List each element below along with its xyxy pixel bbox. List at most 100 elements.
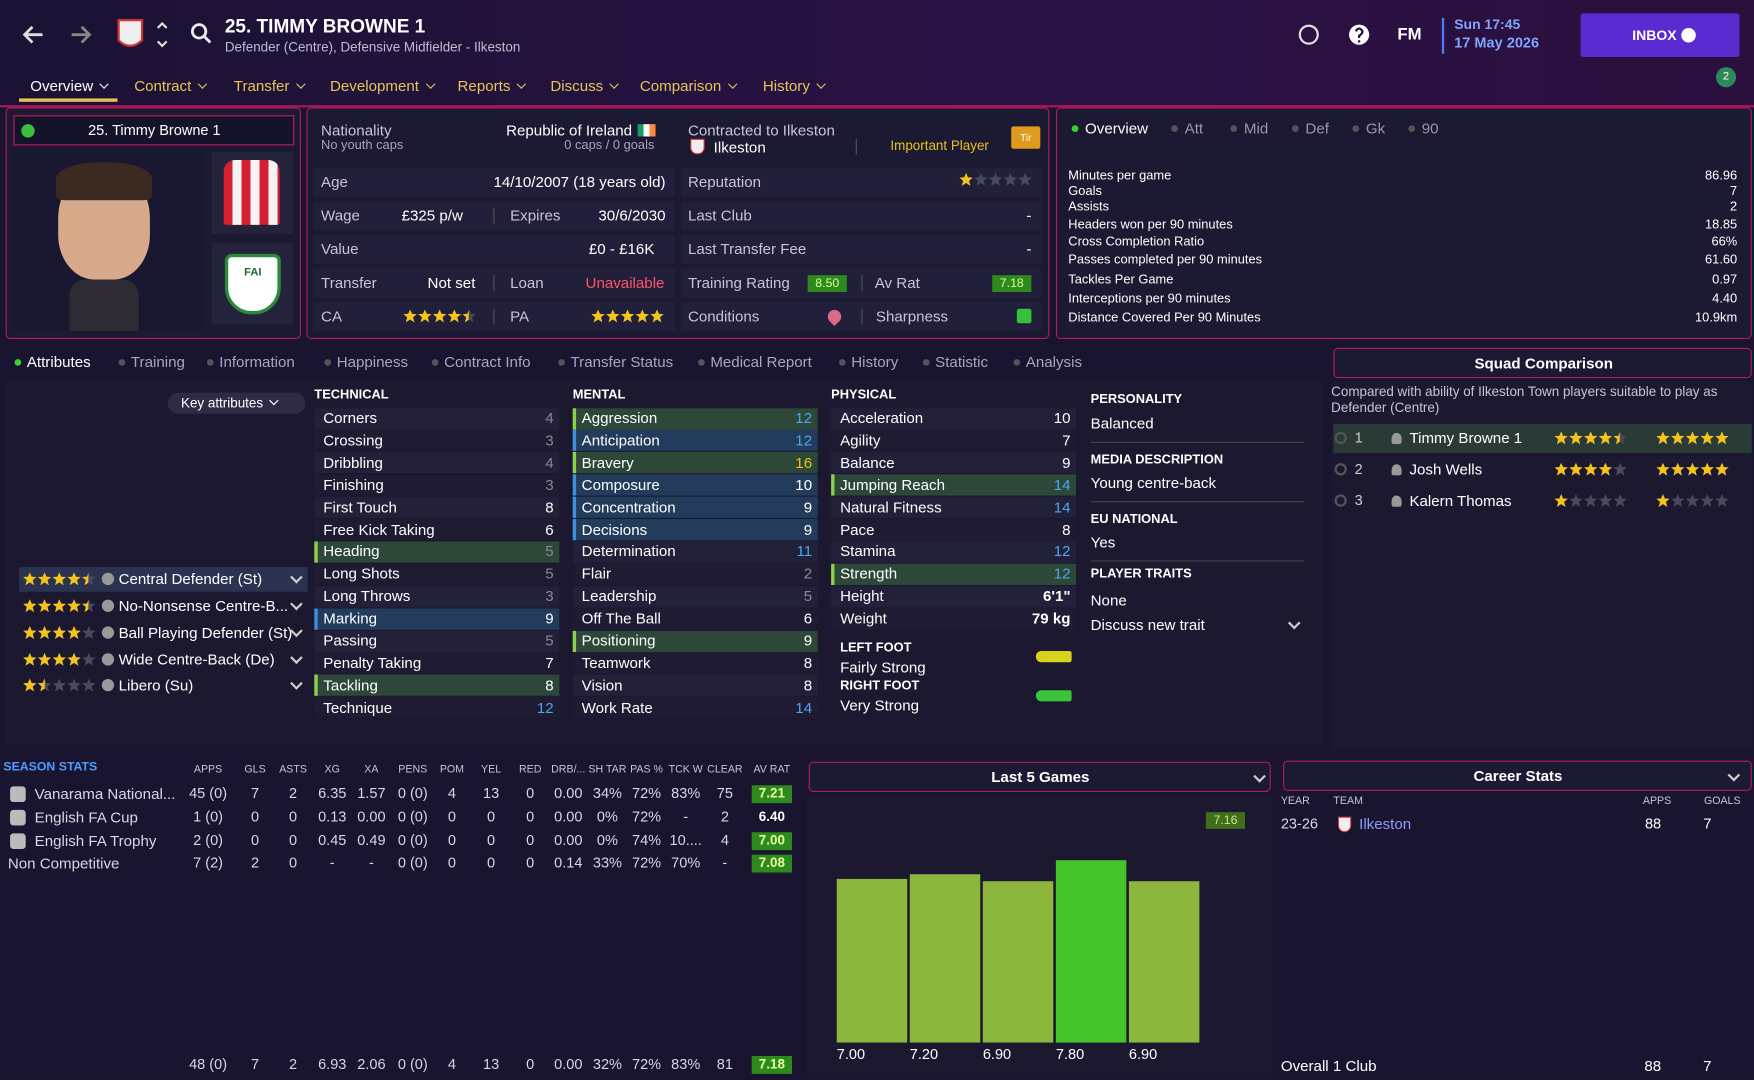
column-header: APPS — [193, 763, 223, 776]
tab[interactable]: Transfer Status — [570, 353, 674, 371]
person-icon — [1391, 495, 1402, 507]
attribute-name: Balance — [840, 454, 895, 471]
attribute-row — [314, 429, 560, 452]
column-header: YEAR — [1280, 794, 1310, 808]
back-arrow[interactable] — [22, 25, 43, 44]
label: Last Club — [687, 207, 752, 224]
nav-item[interactable]: Contract — [134, 77, 206, 94]
star — [37, 626, 52, 640]
nav-item[interactable]: Comparison — [640, 77, 736, 94]
career-header[interactable]: Career Stats — [1283, 760, 1752, 791]
section-title[interactable]: SEASON STATS — [3, 760, 98, 774]
rating: 7.21 — [758, 785, 785, 802]
attribute-value: 5 — [545, 565, 554, 583]
label: Key attributes — [181, 395, 278, 411]
team-link[interactable]: Ilkeston — [1359, 815, 1412, 833]
stats-tab[interactable]: 90 — [1421, 119, 1439, 137]
column-header: YEL — [481, 763, 502, 776]
key-dropdown[interactable]: Key attributes — [167, 392, 306, 414]
tab-dot — [118, 359, 126, 366]
attribute-name: Concentration — [581, 498, 676, 516]
star — [1613, 463, 1627, 477]
player-name[interactable]: Josh Wells — [1409, 461, 1483, 478]
role-name[interactable]: Central Defender (St) — [118, 570, 263, 588]
nav-item[interactable]: Reports — [458, 77, 525, 94]
stats-tab[interactable]: Mid — [1243, 119, 1269, 137]
stats-tab[interactable]: Overview — [1085, 119, 1149, 137]
discuss-trait[interactable]: Discuss new trait — [1090, 616, 1205, 634]
stat-cell: 45 (0) — [189, 784, 228, 802]
star — [82, 679, 96, 692]
star-fill — [591, 309, 665, 324]
stat-cell: 0 — [526, 831, 535, 849]
club-crest — [117, 19, 144, 47]
nav-item[interactable]: Overview — [30, 77, 107, 94]
star — [418, 309, 432, 323]
attribute-value: 16 — [795, 454, 813, 471]
badge-text: FAI — [244, 266, 262, 279]
stats-tab[interactable]: Def — [1305, 119, 1329, 137]
rating: 7.18 — [758, 1056, 785, 1072]
player-name[interactable]: Timmy Browne 1 — [1409, 429, 1523, 447]
nav-item[interactable]: Transfer — [234, 77, 304, 94]
up-down[interactable] — [156, 21, 168, 48]
attribute-value: 9 — [803, 498, 813, 516]
portrait-body — [69, 279, 139, 332]
stats-tab[interactable]: Gk — [1365, 119, 1386, 137]
tab[interactable]: Contract Info — [444, 353, 531, 371]
info-row — [313, 234, 675, 264]
attribute-value: 5 — [545, 632, 554, 650]
player-name[interactable]: Kalern Thomas — [1409, 492, 1512, 510]
tab[interactable]: Happiness — [336, 353, 409, 371]
nav-item[interactable]: Discuss — [550, 77, 617, 94]
chart-header[interactable]: Last 5 Games — [808, 761, 1271, 792]
nav-item[interactable]: Development — [330, 77, 434, 94]
tab[interactable]: Medical Report — [710, 353, 812, 371]
stat-cell: 2 — [289, 784, 298, 802]
star — [52, 599, 66, 613]
attribute-row — [831, 563, 1077, 585]
stat-cell: 72% — [632, 784, 662, 802]
role-name[interactable]: Ball Playing Defender (St) — [118, 624, 293, 642]
tab[interactable]: Analysis — [1025, 353, 1083, 371]
competition: Vanarama National... — [34, 785, 176, 803]
tab[interactable]: Statistic — [935, 353, 989, 371]
attribute-value: 14 — [1053, 476, 1071, 494]
search-icon[interactable] — [191, 23, 208, 40]
club-crest — [1337, 816, 1352, 833]
attribute-name: Positioning — [581, 632, 656, 650]
stat-cell: 7 (2) — [193, 854, 224, 871]
inbox-button[interactable]: INBOX — [1580, 13, 1740, 58]
stats-tab[interactable]: Att — [1184, 119, 1204, 137]
attribute-name: Acceleration — [840, 409, 924, 427]
stat-cell: 2 — [250, 854, 260, 871]
fm-logo[interactable]: FM — [1397, 25, 1422, 45]
role-name[interactable]: Wide Centre-Back (De) — [118, 651, 275, 669]
star — [1656, 431, 1670, 445]
personality-label: PERSONALITY — [1090, 393, 1183, 407]
tab-dot — [922, 359, 930, 366]
stat-cell: 32% — [592, 1055, 622, 1073]
label: 14/10/2007 (18 years old) — [493, 173, 666, 191]
nav-item[interactable]: History — [763, 77, 825, 94]
role-name[interactable]: No-Nonsense Centre-B... — [118, 597, 289, 615]
tab[interactable]: Training — [130, 353, 185, 371]
stat-cell: 10.... — [669, 831, 702, 849]
value-label: 7.80 — [1055, 1045, 1085, 1063]
stat-value: 4.40 — [1712, 292, 1738, 306]
globe-icon[interactable] — [1298, 24, 1319, 45]
attribute-row — [831, 519, 1077, 541]
player-select[interactable]: 25. Timmy Browne 1 — [13, 115, 295, 146]
tab[interactable]: Attributes — [26, 353, 91, 371]
squad-header[interactable]: Squad Comparison — [1333, 347, 1752, 379]
tab[interactable]: History — [851, 353, 899, 371]
role-name[interactable]: Libero (Su) — [118, 677, 194, 694]
tab[interactable]: Information — [219, 353, 295, 371]
star — [1715, 463, 1729, 477]
rating-badge: 7.18 — [751, 1055, 792, 1074]
forward-arrow[interactable] — [71, 25, 92, 44]
separator — [855, 138, 857, 155]
star-rating — [403, 309, 477, 324]
attribute-row — [831, 541, 1077, 563]
star-row — [1656, 463, 1729, 477]
